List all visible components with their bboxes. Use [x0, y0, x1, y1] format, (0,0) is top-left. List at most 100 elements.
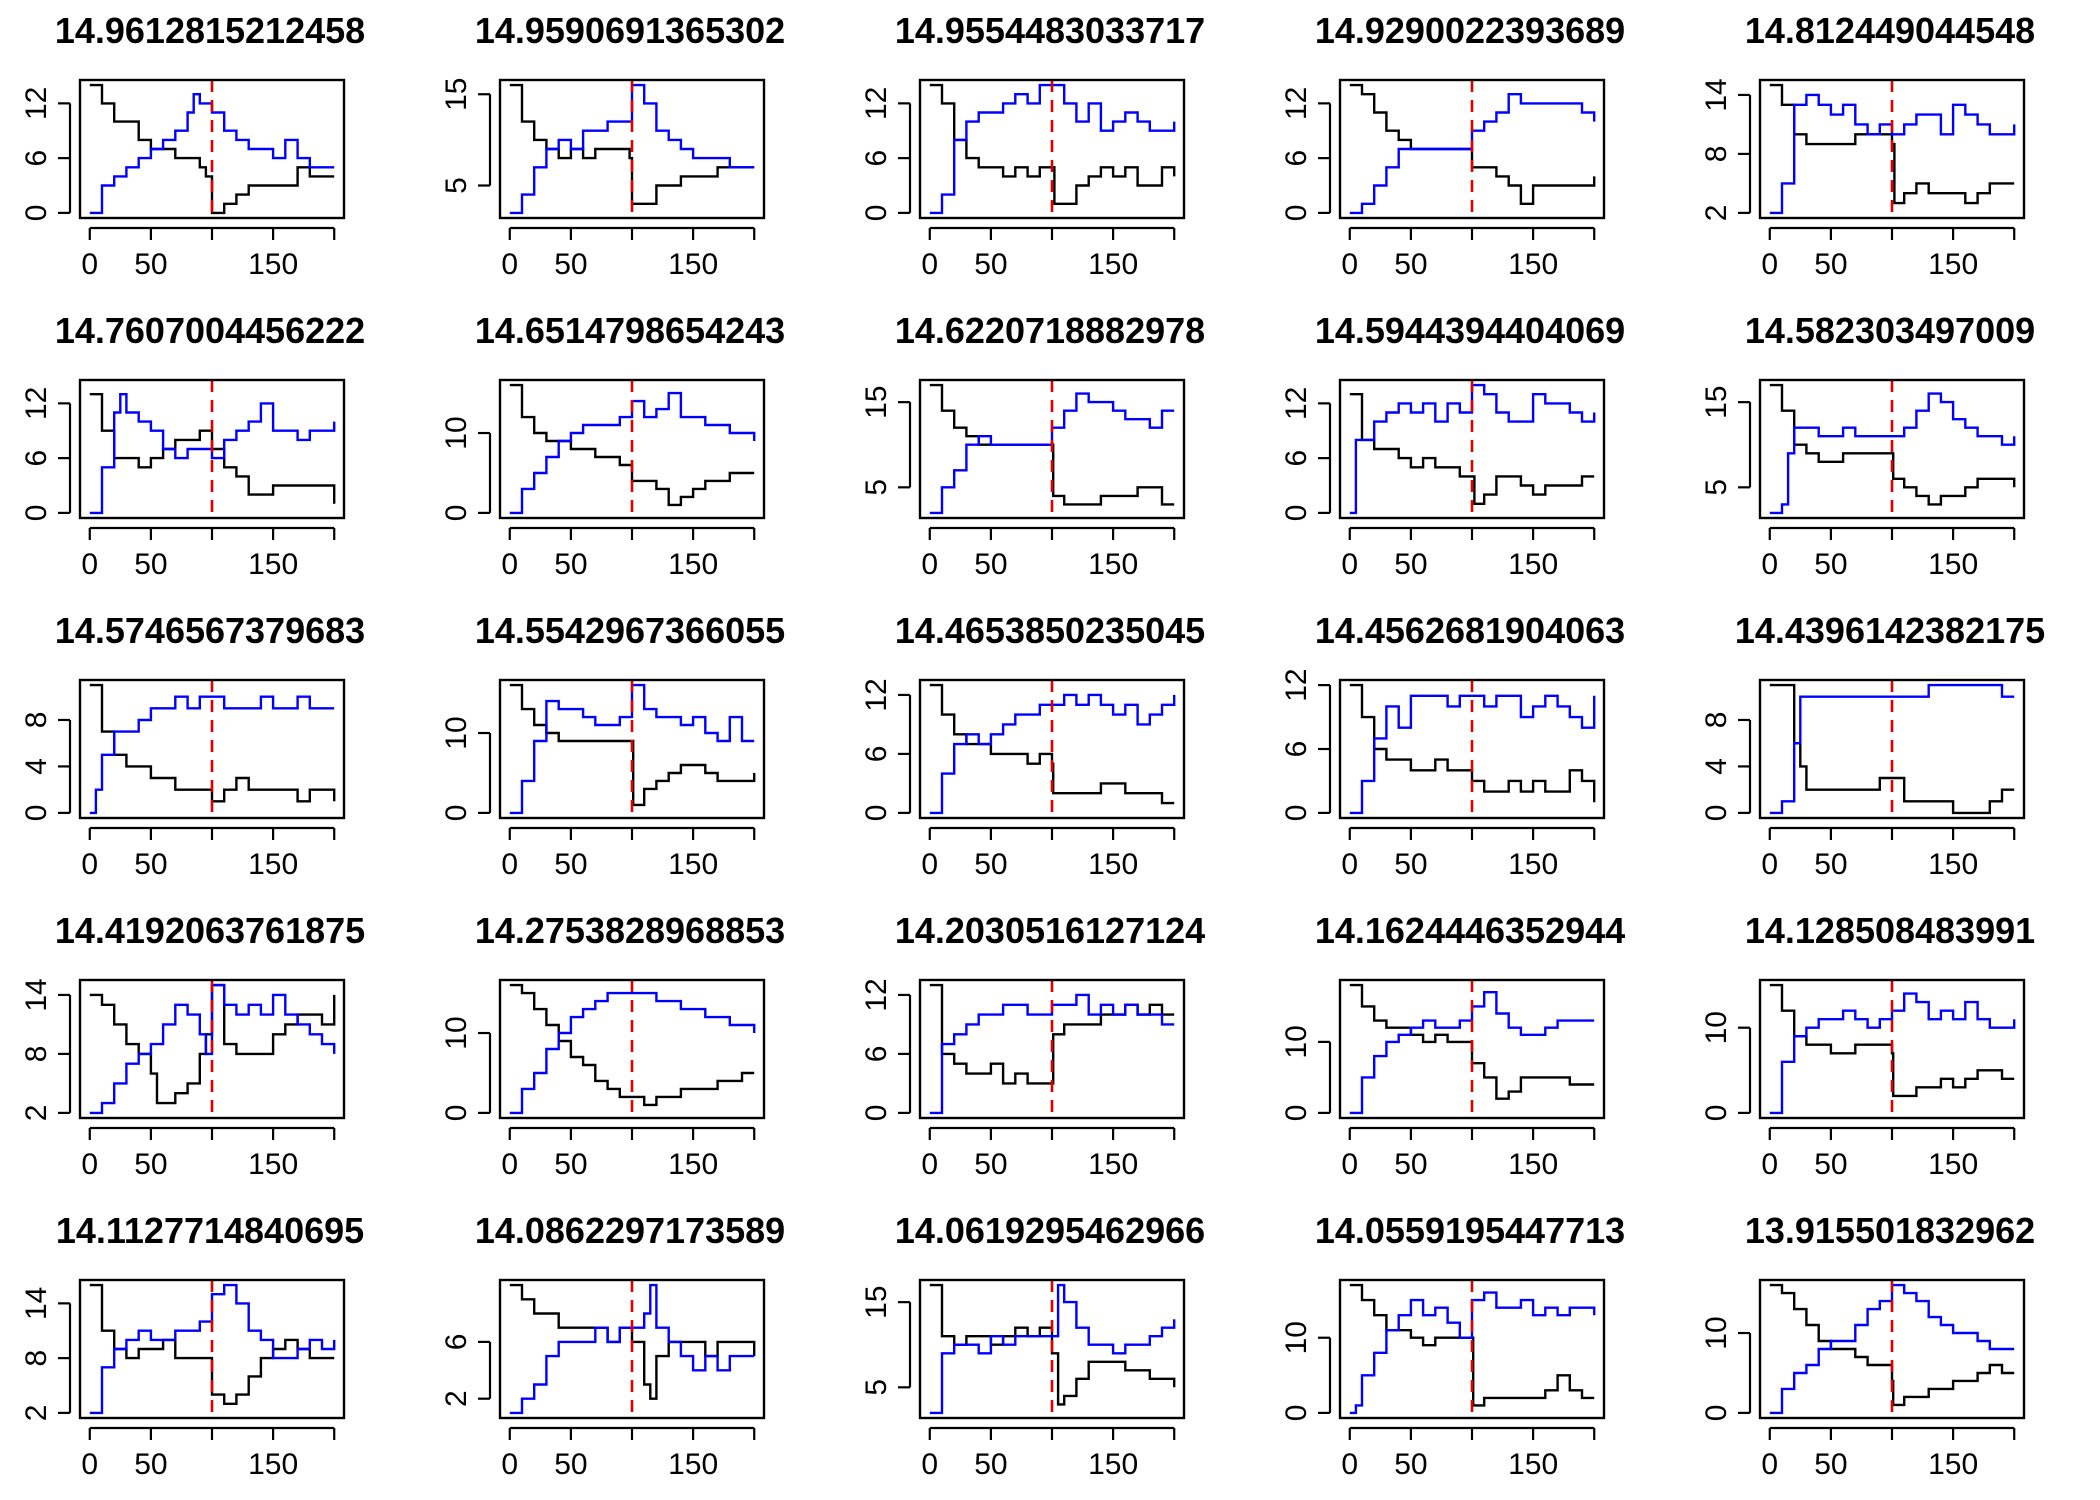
- panel-plot: 0 50 150 0 10: [1280, 978, 1606, 1181]
- plot-box: [498, 978, 766, 1120]
- series-line-black: [929, 83, 1176, 205]
- plot-box: [78, 78, 346, 220]
- x-tick-label: 150: [668, 548, 718, 581]
- x-tick-label: 150: [1508, 248, 1558, 281]
- panel-plot: 0 50 150 5 15: [440, 78, 766, 281]
- panel-title: 14.9590691365302: [474, 10, 786, 51]
- y-tick-label: 8: [20, 712, 53, 729]
- panel-title: 14.0619295462966: [894, 1210, 1206, 1251]
- y-tick-label: 12: [1280, 87, 1313, 120]
- y-tick-label: 12: [20, 387, 53, 420]
- x-tick-label: 50: [1394, 248, 1427, 281]
- x-tick-label: 150: [1088, 1448, 1138, 1481]
- x-tick-label: 0: [81, 548, 98, 581]
- x-tick-label: 0: [1341, 1448, 1358, 1481]
- panel-plot: 0 50 150 5 15: [860, 378, 1186, 581]
- x-tick-label: 50: [1814, 848, 1847, 881]
- y-tick-label: 12: [20, 87, 53, 120]
- y-tick-label: 0: [1280, 1405, 1313, 1422]
- y-tick-label: 0: [1280, 1105, 1313, 1122]
- panel-17: 14.2753828968853 0 50 150 0 10: [420, 900, 840, 1200]
- series-line-black: [509, 83, 755, 205]
- y-tick-label: 6: [20, 450, 53, 467]
- y-tick-label: 0: [1700, 1105, 1733, 1122]
- x-tick-label: 150: [1508, 1148, 1558, 1181]
- x-tick-label: 150: [1928, 1148, 1978, 1181]
- y-tick-label: 15: [1700, 385, 1733, 418]
- panel-plot: 0 50 150 0 6 12: [860, 678, 1186, 881]
- y-tick-label: 6: [1280, 450, 1313, 467]
- panel-title: 14.1624446352944: [1314, 910, 1626, 951]
- x-tick-label: 0: [1761, 1148, 1778, 1181]
- x-tick-label: 150: [1928, 548, 1978, 581]
- plot-box: [918, 378, 1186, 520]
- series-line-blue: [1349, 383, 1596, 515]
- series-line-blue: [929, 693, 1176, 815]
- panel-plot: 0 50 150 0 6 12: [20, 378, 346, 581]
- panel-3: 14.9554483033717 0 50 150 0 6 12: [840, 0, 1260, 300]
- panel-title: 13.915501832962: [1744, 1210, 2036, 1251]
- x-tick-label: 0: [1341, 248, 1358, 281]
- x-tick-label: 150: [1508, 548, 1558, 581]
- y-tick-label: 0: [440, 1105, 473, 1122]
- series-line-blue: [929, 392, 1175, 515]
- y-tick-label: 14: [1700, 78, 1733, 111]
- panel-plot: 0 50 150 2 8 14: [1700, 78, 2026, 281]
- x-tick-label: 150: [1508, 848, 1558, 881]
- series-line-blue: [1769, 392, 2016, 515]
- series-line-black: [1349, 983, 1595, 1100]
- plot-box: [1758, 78, 2026, 220]
- x-tick-label: 0: [921, 548, 938, 581]
- x-tick-label: 50: [134, 848, 167, 881]
- y-tick-label: 6: [860, 150, 893, 167]
- x-tick-label: 50: [554, 1448, 587, 1481]
- panel-20: 14.128508483991 0 50 150 0 10: [1680, 900, 2100, 1200]
- panel-25: 13.915501832962 0 50 150 0 10: [1680, 1200, 2100, 1500]
- y-tick-label: 2: [20, 1105, 53, 1122]
- y-tick-label: 14: [20, 978, 53, 1011]
- panel-title: 14.6220718882978: [894, 310, 1206, 351]
- panel-title: 14.4653850235045: [894, 610, 1206, 651]
- panel-title: 14.5542967366055: [474, 610, 786, 651]
- x-tick-label: 0: [921, 1448, 938, 1481]
- y-tick-label: 0: [860, 205, 893, 222]
- plot-box: [918, 78, 1186, 220]
- x-tick-label: 0: [81, 848, 98, 881]
- y-tick-label: 5: [860, 1379, 893, 1396]
- series-line-black: [1769, 983, 2015, 1098]
- y-tick-label: 6: [20, 150, 53, 167]
- plot-box: [1758, 378, 2026, 520]
- x-tick-label: 50: [134, 548, 167, 581]
- panel-plot: 0 50 150 0 10: [1700, 978, 2026, 1181]
- x-tick-label: 150: [248, 1148, 298, 1181]
- plot-box: [918, 978, 1186, 1120]
- plot-box: [918, 678, 1186, 820]
- panel-9: 14.5944394404069 0 50 150 0 6 12: [1260, 300, 1680, 600]
- panel-title: 14.812449044548: [1744, 10, 2036, 51]
- panel-title: 14.128508483991: [1744, 910, 2036, 951]
- series-line-black: [1769, 683, 2015, 815]
- plot-box: [78, 978, 346, 1120]
- panel-title: 14.4192063761875: [54, 910, 366, 951]
- series-line-blue: [929, 83, 1176, 215]
- x-tick-label: 50: [1394, 1148, 1427, 1181]
- y-tick-label: 5: [860, 479, 893, 496]
- panel-title: 14.9290022393689: [1314, 10, 1626, 51]
- series-line-blue: [1349, 991, 1595, 1115]
- y-tick-label: 12: [1280, 668, 1313, 701]
- x-tick-label: 150: [248, 1448, 298, 1481]
- series-line-blue: [509, 1283, 755, 1415]
- y-tick-label: 0: [1280, 805, 1313, 822]
- x-tick-label: 150: [1088, 848, 1138, 881]
- panel-plot: 0 50 150 0 6 12: [860, 78, 1186, 281]
- panel-19: 14.1624446352944 0 50 150 0 10: [1260, 900, 1680, 1200]
- panel-plot: 0 50 150 5 15: [1700, 378, 2026, 581]
- panel-title: 14.7607004456222: [54, 310, 366, 351]
- x-tick-label: 0: [1761, 248, 1778, 281]
- panel-title: 14.1127714840695: [55, 1210, 365, 1251]
- plot-box: [1338, 978, 1606, 1120]
- y-tick-label: 10: [1700, 1011, 1733, 1044]
- x-tick-label: 50: [134, 1448, 167, 1481]
- plot-box: [1758, 978, 2026, 1120]
- plot-box: [1758, 1278, 2026, 1420]
